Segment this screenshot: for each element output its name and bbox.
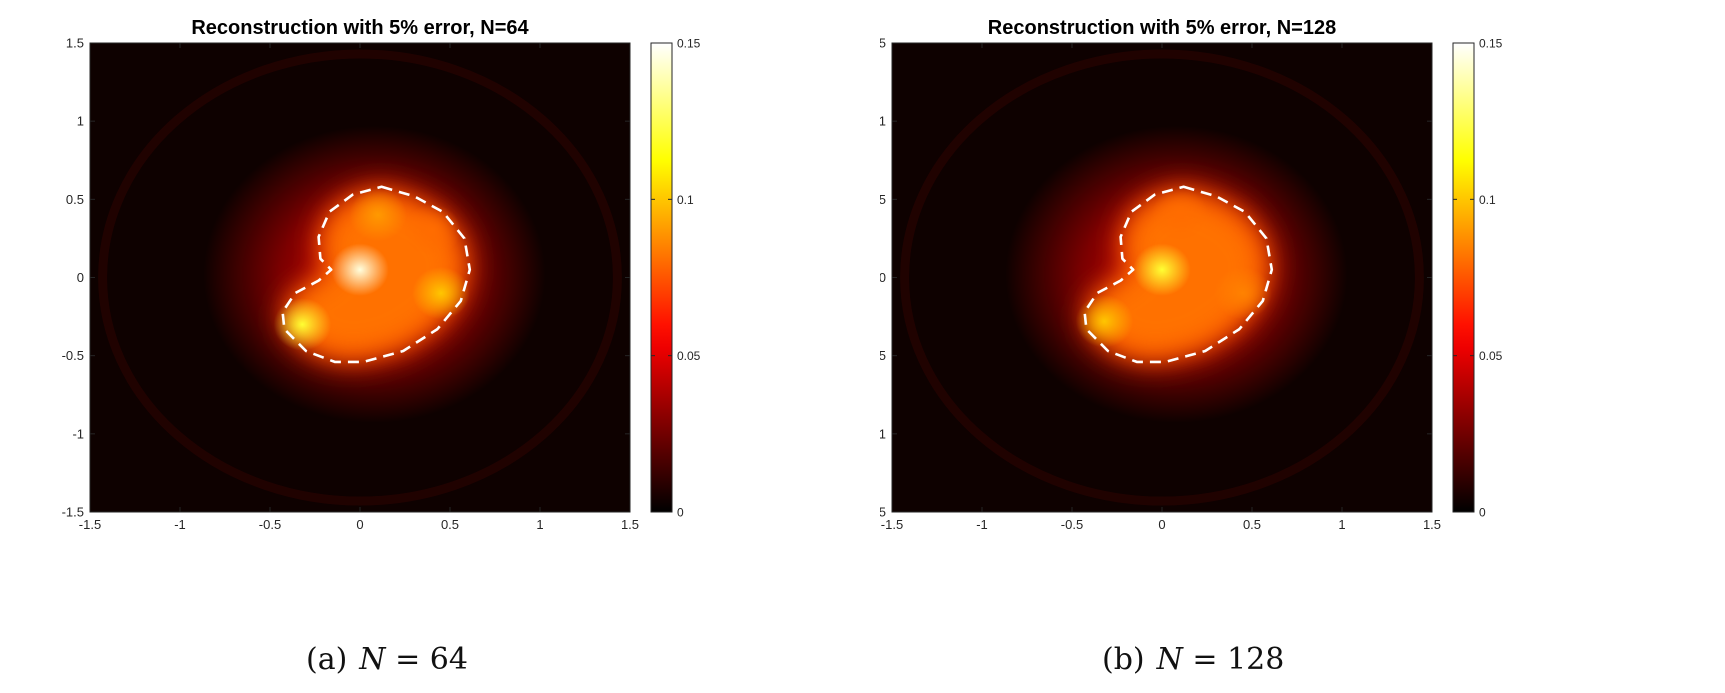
caption-equation: = 64 <box>385 642 468 677</box>
colorbar-tick-label: 0.15 <box>677 37 701 51</box>
colorbar-tick-label: 0.1 <box>1479 193 1496 207</box>
hot-spot <box>273 298 332 351</box>
y-tick-label: 0.5 <box>66 192 84 207</box>
ring-artifact <box>900 49 1424 506</box>
x-tick-label: -0.5 <box>1061 517 1083 532</box>
x-tick-label: -1.5 <box>79 517 101 532</box>
heatmap-field <box>98 49 622 506</box>
caption-a: (a) N = 64 <box>306 642 468 677</box>
hot-spot <box>1133 243 1191 296</box>
hot-spot <box>1214 266 1272 320</box>
y-tick-label: 0 <box>77 270 84 285</box>
y-tick-label: 0.5 <box>880 192 886 207</box>
x-tick-label: -0.5 <box>259 517 281 532</box>
hot-spot <box>403 204 461 257</box>
y-tick-label: 0 <box>880 270 886 285</box>
y-tick-label: 1 <box>77 114 84 129</box>
x-tick-label: 1.5 <box>621 517 639 532</box>
y-tick-label: 1.5 <box>66 36 84 51</box>
colorbar <box>1452 42 1475 513</box>
reference-contour <box>281 185 472 364</box>
x-tick-label: 0.5 <box>1243 517 1261 532</box>
y-tick-label: -0.5 <box>880 348 886 363</box>
x-tick-label: -1.5 <box>881 517 903 532</box>
chart-title: Reconstruction with 5% error, N=64 <box>191 17 529 39</box>
y-tick-label: -1 <box>72 426 84 441</box>
x-tick-label: -1 <box>976 517 988 532</box>
caption-b: (b) N = 128 <box>1102 642 1284 677</box>
colorbar-tick-label: 0 <box>1479 506 1486 520</box>
colorbar-tick-label: 0.05 <box>677 349 701 363</box>
panel-a: -1.5 -1 -0.5 0 0.5 1 1.5 1.5 1 0.5 0 -0.5 -1 -1.5 Reco… <box>0 0 860 688</box>
y-tick-label: 1.5 <box>880 36 886 51</box>
colorbar <box>650 42 673 513</box>
hot-spot <box>349 188 407 242</box>
y-tick-label: 1 <box>880 114 886 129</box>
caption-equation: = 128 <box>1182 642 1285 677</box>
x-tick-label: 0 <box>1158 517 1165 532</box>
caption-label: (b) <box>1102 642 1145 677</box>
colorbar-tick-label: 0.1 <box>677 193 694 207</box>
heatmap-field <box>900 49 1424 506</box>
y-tick-label: -1 <box>880 426 886 441</box>
colorbar-tick-label: 0.05 <box>1479 349 1503 363</box>
caption-label: (a) <box>306 642 348 677</box>
colorbar-tick-label: 0.15 <box>1479 37 1503 51</box>
y-tick-label: -1.5 <box>880 505 886 520</box>
y-tick-label: -0.5 <box>62 348 84 363</box>
x-tick-label: 0 <box>356 517 363 532</box>
heatmap-chart-n128: -1.5 -1 -0.5 0 0.5 1 1.5 1.5 1 0.5 0 -0.5 -1 -1.5 Reco… <box>864 17 1503 532</box>
heatmap-chart-n64: -1.5 -1 -0.5 0 0.5 1 1.5 1.5 1 0.5 0 -0.5 -1 -1.5 Reco… <box>62 17 701 532</box>
panel-b: -1.5 -1 -0.5 0 0.5 1 1.5 1.5 1 0.5 0 -0.5 -1 -1.5 Reco… <box>864 0 1725 688</box>
x-tick-label: 1.5 <box>1423 517 1441 532</box>
caption-variable: N <box>359 642 386 677</box>
hot-spot <box>1075 295 1134 348</box>
colorbar-tick-label: 0 <box>677 506 684 520</box>
hot-spot <box>412 266 470 320</box>
x-tick-label: -1 <box>174 517 186 532</box>
x-tick-label: 1 <box>536 517 543 532</box>
caption-variable: N <box>1156 642 1183 677</box>
hot-spot <box>1151 188 1209 242</box>
ring-artifact <box>98 49 622 506</box>
chart-title: Reconstruction with 5% error, N=128 <box>988 17 1336 39</box>
x-tick-label: 0.5 <box>441 517 459 532</box>
y-tick-label: -1.5 <box>62 505 84 520</box>
x-tick-label: 1 <box>1338 517 1345 532</box>
hot-spot <box>331 243 389 296</box>
reference-contour <box>1083 185 1274 364</box>
